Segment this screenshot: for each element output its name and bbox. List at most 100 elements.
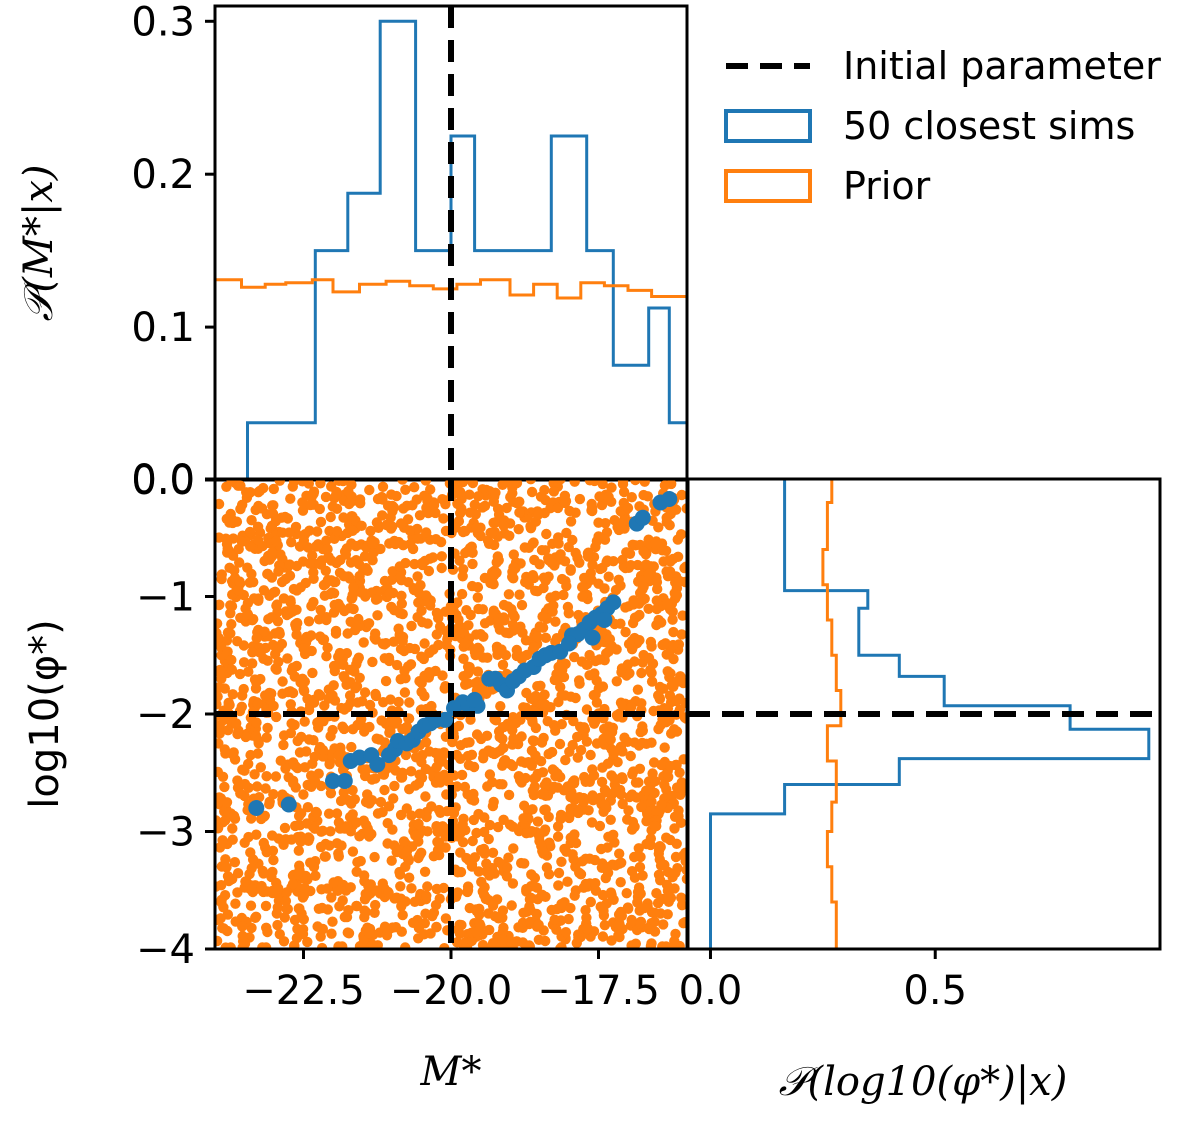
prior-sample-point (286, 537, 297, 548)
prior-sample-point (372, 610, 383, 621)
prior-sample-point (234, 668, 246, 680)
prior-sample-point (626, 492, 637, 503)
closest-sim-point (605, 594, 622, 611)
prior-sample-point (404, 872, 415, 883)
prior-sample-point (400, 749, 412, 761)
prior-sample-point (220, 854, 231, 865)
prior-sample-point (503, 789, 515, 801)
prior-sample-point (344, 497, 355, 509)
prior-sample-point (506, 900, 517, 911)
prior-sample-point (230, 898, 241, 909)
prior-sample-point (218, 923, 229, 934)
prior-sample-point (337, 721, 348, 732)
prior-sample-point (319, 851, 330, 862)
prior-sample-point (471, 927, 482, 938)
prior-sample-point (322, 642, 333, 653)
prior-sample-point (225, 600, 236, 611)
prior-sample-point (460, 679, 471, 690)
prior-sample-point (594, 820, 606, 832)
prior-sample-point (381, 519, 392, 531)
prior-sample-point (298, 535, 310, 546)
prior-sample-point (413, 818, 424, 830)
prior-sample-point (469, 852, 481, 863)
prior-sample-point (539, 689, 550, 700)
prior-sample-point (313, 768, 324, 779)
prior-sample-point (389, 535, 400, 547)
prior-sample-point (508, 843, 519, 854)
prior-sample-point (299, 762, 311, 773)
prior-sample-point (293, 845, 304, 856)
prior-sample-point (530, 585, 541, 596)
prior-sample-point (498, 721, 510, 733)
prior-sample-point (661, 566, 672, 577)
prior-sample-point (320, 491, 332, 503)
prior-sample-point (451, 937, 463, 948)
prior-sample-point (596, 776, 608, 788)
prior-sample-point (547, 764, 558, 775)
prior-sample-point (606, 482, 617, 493)
prior-sample-point (401, 500, 413, 511)
main-xtick-label: −17.5 (537, 968, 660, 1014)
prior-sample-point (279, 912, 290, 923)
prior-sample-point (420, 908, 431, 919)
prior-sample-point (380, 675, 392, 687)
prior-sample-point (493, 913, 504, 924)
prior-sample-point (266, 572, 278, 583)
prior-sample-point (637, 721, 648, 732)
prior-sample-point (639, 479, 650, 487)
prior-sample-point (553, 538, 564, 549)
prior-sample-point (367, 538, 378, 549)
prior-sample-point (572, 731, 583, 743)
main-ytick-label: −4 (136, 927, 195, 973)
prior-sample-point (267, 639, 279, 651)
prior-sample-point (612, 756, 623, 768)
prior-sample-point (246, 884, 257, 895)
prior-sample-point (267, 547, 278, 558)
prior-sample-point (639, 902, 650, 914)
prior-sample-point (487, 847, 499, 858)
top-ylabel: 𝒫(M*|x) (16, 164, 62, 321)
prior-sample-point (228, 810, 240, 822)
prior-sample-point (363, 826, 375, 838)
prior-sample-point (276, 576, 288, 588)
prior-sample-point (559, 843, 570, 855)
prior-sample-point (267, 866, 278, 878)
prior-sample-point (668, 653, 679, 665)
prior-sample-point (288, 777, 299, 789)
prior-sample-point (395, 881, 406, 892)
prior-sample-point (587, 790, 598, 801)
prior-sample-point (491, 894, 503, 905)
prior-sample-point (637, 870, 648, 881)
prior-sample-point (280, 895, 292, 907)
prior-sample-point (623, 638, 635, 650)
prior-sample-point (308, 567, 319, 578)
prior-sample-point (626, 789, 638, 800)
prior-sample-point (569, 479, 580, 487)
prior-sample-point (285, 493, 296, 504)
prior-sample-point (611, 644, 622, 655)
prior-sample-point (527, 570, 539, 581)
prior-sample-point (330, 628, 342, 639)
main-ytick-label: −1 (136, 575, 195, 621)
prior-sample-point (648, 705, 659, 717)
prior-sample-point (235, 503, 246, 515)
prior-sample-point (333, 851, 344, 862)
prior-sample-point (451, 749, 462, 761)
prior-sample-point (312, 921, 323, 932)
prior-sample-point (415, 580, 426, 591)
prior-sample-point (381, 930, 393, 941)
prior-sample-point (405, 766, 417, 777)
prior-sample-point (215, 728, 225, 739)
prior-sample-point (662, 891, 674, 902)
prior-sample-point (326, 575, 337, 586)
prior-sample-point (662, 909, 673, 920)
prior-sample-point (223, 699, 234, 710)
prior-sample-point (271, 535, 282, 547)
prior-sample-point (616, 857, 627, 868)
prior-sample-point (431, 629, 442, 640)
prior-sample-point (556, 690, 567, 701)
prior-sample-point (546, 746, 558, 758)
prior-sample-point (667, 614, 678, 625)
prior-sample-point (215, 632, 224, 644)
prior-sample-point (665, 556, 676, 567)
